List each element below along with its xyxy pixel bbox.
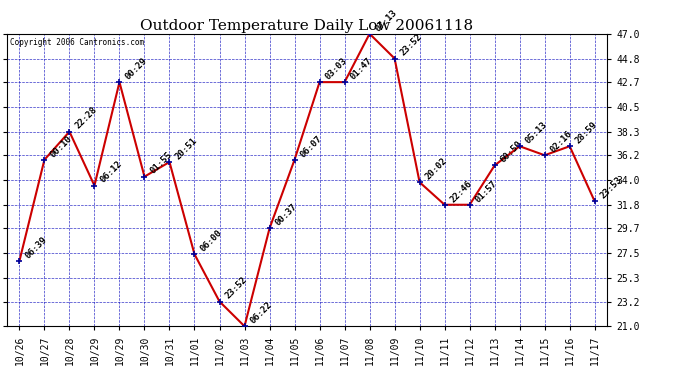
Text: 06:39: 06:39 xyxy=(23,235,49,260)
Text: 22:46: 22:46 xyxy=(448,178,474,204)
Text: 01:55: 01:55 xyxy=(148,150,174,176)
Text: 02:16: 02:16 xyxy=(549,129,574,154)
Text: 22:28: 22:28 xyxy=(74,105,99,131)
Text: 06:12: 06:12 xyxy=(99,159,124,185)
Text: 00:37: 00:37 xyxy=(274,202,299,228)
Text: 01:47: 01:47 xyxy=(348,56,374,81)
Text: 01:57: 01:57 xyxy=(474,178,499,204)
Text: 23:52: 23:52 xyxy=(399,32,424,58)
Text: 06:07: 06:07 xyxy=(299,134,324,159)
Text: 06:00: 06:00 xyxy=(199,228,224,254)
Text: 05:13: 05:13 xyxy=(524,120,549,146)
Text: 23:52: 23:52 xyxy=(224,275,249,301)
Text: 00:29: 00:29 xyxy=(124,56,149,81)
Text: 00:10: 00:10 xyxy=(48,134,74,159)
Title: Outdoor Temperature Daily Low 20061118: Outdoor Temperature Daily Low 20061118 xyxy=(141,19,473,33)
Text: 20:51: 20:51 xyxy=(174,136,199,161)
Text: 06:22: 06:22 xyxy=(248,300,274,326)
Text: 28:59: 28:59 xyxy=(574,120,599,146)
Text: Copyright 2006 Cantronics.com: Copyright 2006 Cantronics.com xyxy=(10,38,144,47)
Text: 20:02: 20:02 xyxy=(424,156,449,182)
Text: 03:03: 03:03 xyxy=(324,56,349,81)
Text: 23:53: 23:53 xyxy=(599,175,624,201)
Text: 07:13: 07:13 xyxy=(374,8,399,33)
Text: 60:50: 60:50 xyxy=(499,139,524,165)
